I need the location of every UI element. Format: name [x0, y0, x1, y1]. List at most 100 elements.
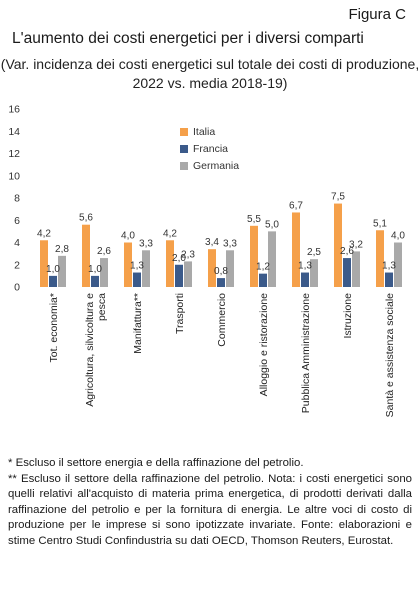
- bar-germania: [142, 250, 150, 287]
- legend-label-germania: Germania: [193, 160, 239, 172]
- data-labels-group: 4,2 5,6 4,0 4,2 3,4 5,5 6,7 7,5 5,1 1,0 1,0 1,3 2,0 0…: [37, 192, 405, 278]
- data-label: 3,4: [205, 237, 219, 248]
- category-label-line: Santà e assistenza sociale: [384, 293, 396, 417]
- category-label: Istruzione: [342, 293, 354, 339]
- y-tick-label: 0: [14, 282, 20, 294]
- data-label: 2,6: [340, 246, 354, 257]
- data-label: 1,2: [256, 262, 270, 273]
- bar-germania: [268, 231, 276, 287]
- data-label: 1,3: [130, 261, 144, 272]
- bar-francia: [301, 272, 309, 287]
- legend-swatch-francia: [180, 145, 188, 153]
- data-label: 3,2: [349, 239, 363, 250]
- category-label: Alloggio e ristorazione: [258, 293, 270, 396]
- category-label-line: Istruzione: [342, 293, 354, 339]
- y-tick-label: 16: [8, 104, 20, 116]
- y-tick-label: 10: [8, 170, 20, 182]
- data-label: 4,0: [391, 231, 405, 242]
- data-label: 4,2: [37, 228, 51, 239]
- note-2: ** Escluso il settore della raffinazione…: [8, 472, 412, 547]
- category-label-line: Alloggio e ristorazione: [258, 293, 270, 396]
- bar-germania: [184, 261, 192, 287]
- legend-label-italia: Italia: [193, 126, 215, 138]
- note-1: * Escluso il settore energia e della raf…: [8, 457, 304, 469]
- data-label: 1,0: [46, 264, 60, 275]
- y-tick-label: 12: [8, 148, 20, 160]
- category-label: Commercio: [216, 293, 228, 347]
- bar-francia: [133, 272, 141, 287]
- bar-italia: [124, 242, 132, 287]
- data-label: 4,0: [121, 231, 135, 242]
- data-label: 0,8: [214, 266, 228, 277]
- data-label: 1,3: [298, 261, 312, 272]
- category-label: Manifattura**: [132, 293, 144, 354]
- category-label: Pubblica Amministrazione: [300, 293, 312, 413]
- category-label: Agricoltura, silvicoltura e pesca: [84, 293, 108, 407]
- bar-germania: [352, 251, 360, 287]
- bar-germania: [58, 255, 66, 287]
- y-tick-label: 14: [8, 126, 20, 138]
- data-label: 4,2: [163, 228, 177, 239]
- bar-italia: [334, 203, 342, 287]
- data-label: 6,7: [289, 200, 303, 211]
- data-label: 7,5: [331, 192, 345, 203]
- notes: * Escluso il settore energia e della raf…: [8, 456, 412, 550]
- bar-italia: [208, 249, 216, 287]
- y-tick-label: 4: [14, 237, 20, 249]
- bars-group: [40, 203, 402, 287]
- category-label: Trasporti: [174, 293, 186, 334]
- category-label-line: pesca: [96, 293, 108, 321]
- bar-francia: [385, 272, 393, 287]
- bar-italia: [166, 240, 174, 287]
- legend-swatch-italia: [180, 128, 188, 136]
- bar-chart: 0 2 4 6 8 10 12 14 16 4,2 5,6 4,0 4,2 3,4 5,5 6,7 7,5 5,…: [8, 104, 405, 418]
- category-label: Santà e assistenza sociale: [384, 293, 396, 417]
- legend: Italia Francia Germania: [180, 126, 239, 172]
- bar-francia: [175, 264, 183, 287]
- data-label: 1,0: [88, 264, 102, 275]
- bar-germania: [226, 250, 234, 287]
- bar-germania: [100, 258, 108, 287]
- bar-italia: [82, 224, 90, 287]
- bar-francia: [49, 275, 57, 287]
- category-label-line: Pubblica Amministrazione: [300, 293, 312, 413]
- data-label: 5,0: [265, 219, 279, 230]
- data-label: 1,3: [382, 261, 396, 272]
- data-label: 3,3: [223, 238, 237, 249]
- category-label-line: Commercio: [216, 293, 228, 347]
- bar-italia: [250, 225, 258, 287]
- bar-italia: [376, 230, 384, 287]
- y-tick-label: 2: [14, 259, 20, 271]
- chart-subtitle: (Var. incidenza dei costi energetici sul…: [0, 56, 420, 91]
- bar-italia: [292, 212, 300, 287]
- category-label-line: Tot. economia*: [48, 293, 60, 362]
- y-tick-label: 6: [14, 215, 20, 227]
- data-label: 2,3: [181, 249, 195, 260]
- data-label: 5,5: [247, 214, 261, 225]
- category-label: Tot. economia*: [48, 293, 60, 362]
- data-label: 2,0: [172, 253, 186, 264]
- bar-francia: [259, 273, 267, 287]
- data-label: 5,6: [79, 213, 93, 224]
- category-label-line: Manifattura**: [132, 293, 144, 354]
- category-label-line: Agricoltura, silvicoltura e: [84, 293, 96, 407]
- bar-francia: [343, 258, 351, 287]
- figure-label: Figura C: [348, 6, 406, 23]
- chart-title: L'aumento dei costi energetici per i div…: [12, 30, 364, 47]
- data-label: 5,1: [373, 218, 387, 229]
- y-axis: 0 2 4 6 8 10 12 14 16: [8, 104, 20, 294]
- bar-germania: [394, 242, 402, 287]
- bar-italia: [40, 240, 48, 287]
- bar-francia: [91, 275, 99, 287]
- data-label: 2,5: [307, 247, 321, 258]
- bar-germania: [310, 259, 318, 287]
- legend-swatch-germania: [180, 162, 188, 170]
- category-labels-group: Tot. economia* Agricoltura, silvicoltura …: [48, 293, 396, 417]
- data-label: 2,6: [97, 246, 111, 257]
- bar-francia: [217, 278, 225, 287]
- category-label-line: Trasporti: [174, 293, 186, 334]
- y-tick-label: 8: [14, 193, 20, 205]
- data-label: 3,3: [139, 238, 153, 249]
- data-label: 2,8: [55, 244, 69, 255]
- legend-label-francia: Francia: [193, 143, 228, 155]
